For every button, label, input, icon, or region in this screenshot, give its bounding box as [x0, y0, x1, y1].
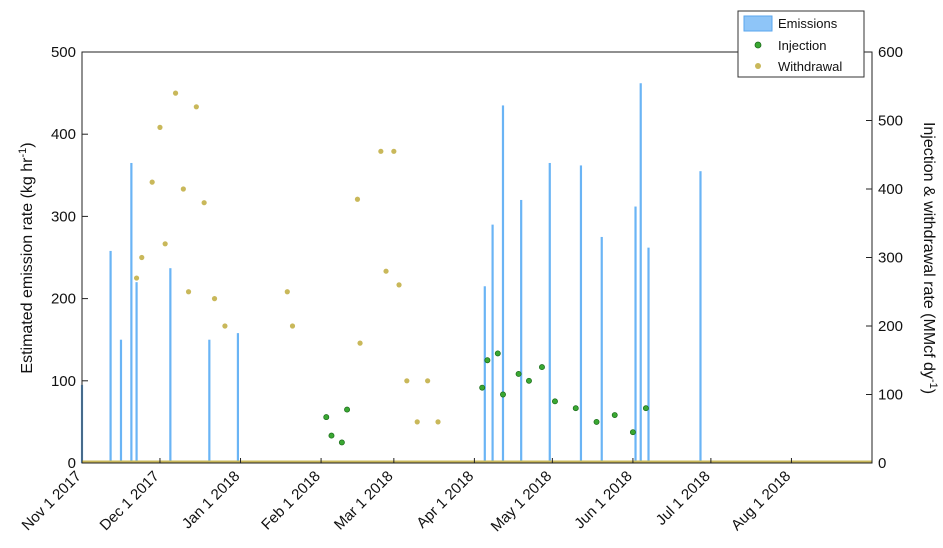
emission-bar [109, 250, 112, 463]
withdrawal-point [222, 323, 228, 329]
y-tick-label: 0 [68, 455, 76, 472]
withdrawal-point [383, 268, 389, 274]
legend-injection-marker [754, 41, 762, 49]
withdrawal-point [391, 148, 397, 154]
legend-injection-label: Injection [778, 38, 826, 53]
legend-emissions-swatch [743, 15, 773, 32]
injection-point [629, 429, 636, 436]
injection-point [539, 364, 545, 371]
injection-point [479, 384, 486, 391]
x-tick-label: Aug 1 2018 [728, 468, 794, 534]
withdrawal-point [211, 296, 218, 302]
legend-emissions-label: Emissions [778, 16, 838, 31]
y2-tick-label: 500 [878, 113, 903, 130]
emissions-bars [80, 83, 872, 464]
emission-bar [634, 206, 637, 463]
emission-bar [548, 162, 551, 463]
injection-point [494, 350, 501, 357]
injection-point [323, 414, 330, 421]
withdrawal-point [289, 323, 296, 329]
emission-bar [169, 268, 172, 463]
emission-bar [119, 339, 123, 463]
injection-point [611, 412, 618, 418]
injection-point [484, 357, 491, 364]
y2-tick-label: 600 [878, 44, 903, 61]
x-tick-label: Nov 1 2017 [19, 468, 85, 534]
y-tick-label: 300 [51, 208, 76, 225]
x-tick-label: May 1 2018 [488, 468, 555, 535]
x-tick-label: Apr 1 2018 [413, 468, 477, 532]
withdrawal-point [284, 289, 290, 295]
legend-withdrawal-marker [755, 63, 761, 69]
y-tick-label: 400 [51, 126, 76, 143]
withdrawal-point [157, 124, 163, 130]
x-tick-label: Feb 1 2018 [258, 468, 324, 534]
withdrawal-point [180, 186, 186, 192]
legend: Emissions Injection Withdrawal [737, 10, 865, 78]
emission-bar [130, 162, 133, 463]
emission-bar [483, 286, 486, 463]
y-axis-label: Estimated emission rate (kg hr-1) [17, 142, 36, 373]
withdrawal-point [414, 419, 420, 425]
withdrawal-point [172, 90, 179, 96]
injection-point [344, 406, 351, 413]
emission-bar [236, 333, 240, 463]
withdrawal-point [201, 200, 207, 206]
withdrawal-point [193, 104, 199, 110]
withdrawal-point [435, 419, 441, 425]
emission-bar [639, 83, 642, 464]
emission-bar [600, 236, 603, 463]
scatter-points [133, 90, 649, 446]
withdrawal-baseline [82, 460, 872, 463]
emission-bar [491, 224, 494, 463]
injection-point [500, 391, 506, 398]
withdrawal-point [357, 340, 363, 346]
y-tick-label: 200 [51, 291, 76, 308]
y2-tick-label: 300 [878, 250, 903, 267]
withdrawal-point [404, 378, 410, 384]
injection-point [552, 398, 558, 405]
y2-tick-label: 100 [878, 387, 903, 404]
x-tick-label: Dec 1 2017 [97, 468, 163, 534]
emission-bar [501, 105, 505, 464]
injection-point [642, 405, 649, 412]
injection-point [572, 405, 579, 412]
x-tick-label: Jan 1 2018 [179, 468, 244, 533]
withdrawal-point [162, 241, 168, 247]
withdrawal-point [425, 378, 431, 384]
injection-point [328, 432, 335, 439]
y2-tick-label: 400 [878, 181, 903, 198]
emission-bar [647, 247, 650, 463]
emission-bar [699, 171, 702, 463]
x-tick-label: Jul 1 2018 [653, 468, 714, 529]
withdrawal-point [354, 196, 361, 202]
injection-point [338, 439, 345, 446]
withdrawal-point [139, 254, 145, 261]
withdrawal-point [378, 148, 384, 154]
emission-bar [208, 339, 211, 463]
emission-bar [135, 282, 138, 463]
x-tick-label: Mar 1 2018 [331, 468, 397, 534]
plot-frame [81, 51, 873, 464]
withdrawal-point [133, 275, 140, 281]
emission-bar [579, 165, 583, 463]
x-tick-label: Jun 1 2018 [571, 468, 636, 533]
withdrawal-point [149, 179, 155, 185]
legend-withdrawal-label: Withdrawal [778, 59, 842, 74]
withdrawal-point [185, 289, 192, 295]
y2-axis-label: Injection & withdrawal rate (MMcf dy-1) [920, 122, 939, 394]
injection-point [593, 418, 600, 425]
withdrawal-point [396, 282, 402, 288]
emission-bar [520, 199, 523, 463]
y2-tick-label: 200 [878, 318, 903, 335]
y2-tick-label: 0 [878, 455, 886, 472]
injection-point [515, 371, 522, 377]
y-tick-label: 500 [51, 44, 76, 61]
y-tick-label: 100 [51, 373, 76, 390]
injection-point [526, 377, 532, 384]
